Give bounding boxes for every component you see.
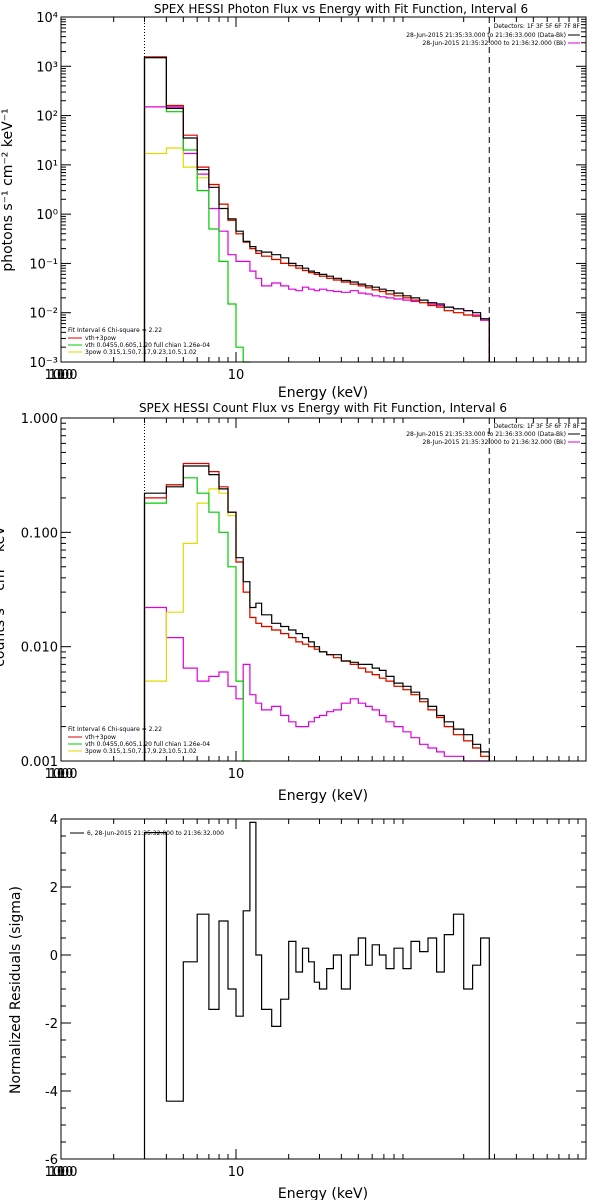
- panel1-legend-item-3: 3pow 0.315,1.50,7.17,9.23,10.5,1.02: [85, 349, 197, 356]
- panel2-series-bk: [143, 606, 490, 762]
- panel1-series-bk: [143, 106, 490, 362]
- panel2-legend-item-3: 3pow 0.315,1.50,7.17,9.23,10.5,1.02: [85, 748, 197, 755]
- panel1-axes-frame: [60, 16, 587, 363]
- panel2-y-axis-label: counts s⁻¹ cm⁻² keV⁻¹: [0, 513, 8, 667]
- panel2-info-line-1: Detectors: 1F 3F 5F 6F 7F 8F: [494, 423, 581, 430]
- panel3-y-tick-label: 2: [50, 881, 58, 896]
- panel2-x-tick-label: 1: [57, 767, 65, 782]
- panel3-y-tick-label: -6: [45, 1153, 58, 1168]
- panel2-info-line-2: 28-Jun-2015 21:35:33.000 to 21:36:33.000…: [406, 431, 566, 438]
- panel3-y-tick-label: -2: [45, 1017, 58, 1032]
- panel1-info-line-2: 28-Jun-2015 21:35:33.000 to 21:36:33.000…: [406, 32, 566, 39]
- panel1-y-ticks: 10⁻³ 10⁻² 10⁻¹ 10⁰ 10¹ 10² 10³ 10⁴: [29, 11, 586, 371]
- panel1-y-tick-label: 10⁻¹: [29, 257, 58, 272]
- panel2-series-layer: [143, 462, 490, 762]
- panel1-x-tick-label: 10: [228, 368, 245, 383]
- panel1-series-vth: [143, 57, 250, 363]
- panel1-y-tick-label: 10⁴: [36, 11, 58, 26]
- panel1-fit-label: Fit Interval 6 Chi-square = 2.22: [68, 327, 162, 334]
- panel3-y-axis-label: Normalized Residuals (sigma): [8, 886, 24, 1094]
- panel2-legend-item-2: vth 0.0455,0.605,1.20 full chian 1.26e-0…: [85, 741, 210, 748]
- panel3-x-tick-label: 1: [57, 1165, 65, 1180]
- panel1-y-tick-label: 10⁻³: [29, 356, 58, 371]
- panel1-legend-item-2: vth 0.0455,0.605,1.20 full chian 1.26e-0…: [85, 342, 210, 349]
- panel2-x-tick-label: 100: [49, 767, 74, 782]
- panel1-x-axis-label: Energy (keV): [278, 385, 368, 401]
- panel2-title: SPEX HESSI Count Flux vs Energy with Fit…: [139, 401, 507, 415]
- panel2-y-ticks: 0.001 0.010 0.100 1.000: [21, 412, 586, 770]
- panel1-series-data-bk: [143, 57, 490, 362]
- panel1-info-line-3: 28-Jun-2015 21:35:32.000 to 21:36:32.000…: [423, 40, 566, 47]
- panel3-legend-item: 6, 28-Jun-2015 21:35:32.000 to 21:36:32.…: [87, 830, 224, 837]
- panel2-y-tick-label: 0.010: [21, 641, 58, 656]
- panel2-axes-frame: [60, 417, 587, 762]
- panel1-y-tick-label: 10²: [36, 110, 58, 125]
- panel3-y-tick-label: -4: [45, 1085, 58, 1100]
- panel3-x-tick-label: 1000: [44, 1165, 77, 1180]
- panel2-series-data-bk: [143, 465, 490, 761]
- panel3-x-tick-label: 100: [49, 1165, 74, 1180]
- panel1-y-tick-label: 10⁰: [36, 208, 58, 223]
- panel3-series-residuals: [143, 821, 490, 1159]
- panel1-legend-item-1: vth+3pow: [85, 335, 116, 342]
- panel2-x-tick-label: 10: [228, 767, 245, 782]
- panel1-y-axis-label: photons s⁻¹ cm⁻² keV⁻¹: [0, 108, 16, 271]
- panel3-y-ticks: -6 -4 -2 0 2 4: [45, 813, 586, 1168]
- panel-photon-flux: SPEX HESSI Photon Flux vs Energy with Fi…: [0, 2, 587, 401]
- panel2-x-axis-label: Energy (keV): [278, 788, 368, 804]
- panel1-y-tick-label: 10⁻²: [29, 307, 58, 322]
- panel1-x-tick-label: 100: [49, 368, 74, 383]
- panel2-vlines: [143, 418, 490, 761]
- panel2-x-tick-label: 1000: [44, 767, 77, 782]
- panel1-title: SPEX HESSI Photon Flux vs Energy with Fi…: [154, 2, 528, 16]
- panel2-y-tick-label: 0.100: [21, 526, 58, 541]
- panel1-info-line-1: Detectors: 1F 3F 5F 6F 7F 8F: [494, 23, 581, 30]
- panel1-series-layer: [143, 56, 490, 363]
- panel2-fit-label: Fit Interval 6 Chi-square = 2.22: [68, 726, 162, 733]
- panel2-info-line-3: 28-Jun-2015 21:35:32.000 to 21:36:32.000…: [423, 439, 566, 446]
- panel1-vlines: [143, 17, 490, 362]
- panel3-y-tick-label: 4: [50, 813, 58, 828]
- panel1-x-tick-label: 1000: [44, 368, 77, 383]
- panel1-y-tick-label: 10³: [36, 60, 58, 75]
- panel2-y-tick-label: 0.001: [21, 755, 58, 770]
- panel3-x-tick-label: 10: [228, 1165, 245, 1180]
- panel3-series-layer: [143, 821, 490, 1159]
- panel1-x-tick-label: 1: [57, 368, 65, 383]
- panel2-y-tick-label: 1.000: [21, 412, 58, 427]
- panel1-y-tick-label: 10¹: [36, 159, 58, 174]
- panel3-x-axis-label: Energy (keV): [278, 1186, 368, 1200]
- panel-count-flux: SPEX HESSI Count Flux vs Energy with Fit…: [0, 401, 587, 804]
- panel1-series-vth-3pow: [143, 56, 490, 362]
- panel3-y-tick-label: 0: [50, 949, 58, 964]
- panel2-legend-item-1: vth+3pow: [85, 734, 116, 741]
